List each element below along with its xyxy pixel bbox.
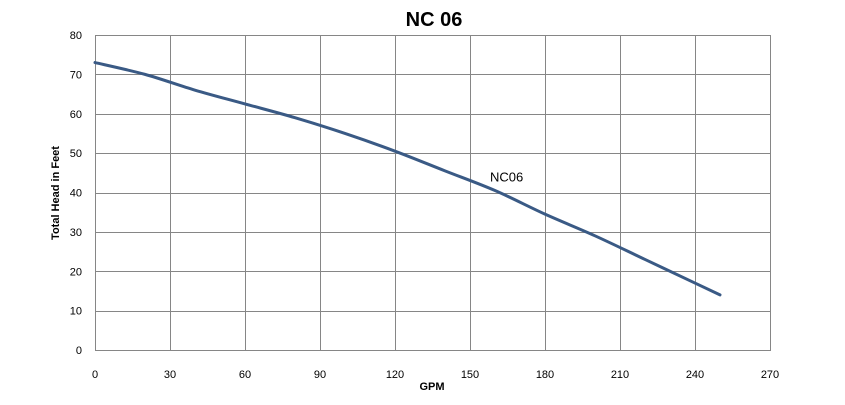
- y-axis-tick-labels: 0 10 20 30 40 50 60 70 80: [70, 30, 82, 357]
- x-axis-tick-labels: 0 30 60 90 120 150 180 210 240 270: [92, 369, 779, 381]
- series-data-label: NC06: [490, 170, 523, 185]
- x-tick-label: 240: [686, 369, 704, 381]
- y-tick-label: 60: [70, 109, 82, 121]
- x-tick-label: 180: [536, 369, 554, 381]
- y-tick-label: 80: [70, 30, 82, 42]
- x-tick-label: 0: [92, 369, 98, 381]
- x-tick-label: 120: [386, 369, 404, 381]
- y-tick-label: 0: [76, 345, 82, 357]
- gridlines: [95, 35, 771, 351]
- y-tick-label: 70: [70, 69, 82, 81]
- y-tick-label: 30: [70, 227, 82, 239]
- series-lines: NC06: [93, 61, 722, 297]
- y-tick-label: 50: [70, 148, 82, 160]
- y-tick-label: 10: [70, 306, 82, 318]
- x-tick-label: 210: [611, 369, 629, 381]
- x-tick-label: 60: [239, 369, 251, 381]
- y-tick-label: 20: [70, 266, 82, 278]
- x-tick-label: 270: [761, 369, 779, 381]
- x-tick-label: 150: [461, 369, 479, 381]
- x-axis-title: GPM: [419, 381, 444, 393]
- x-tick-label: 90: [314, 369, 326, 381]
- plot-area-border: [95, 35, 771, 351]
- series-line-nc06: [93, 61, 722, 297]
- y-axis-title: Total Head in Feet: [50, 146, 62, 240]
- chart-title: NC 06: [406, 9, 463, 31]
- y-tick-label: 40: [70, 188, 82, 200]
- x-tick-label: 30: [164, 369, 176, 381]
